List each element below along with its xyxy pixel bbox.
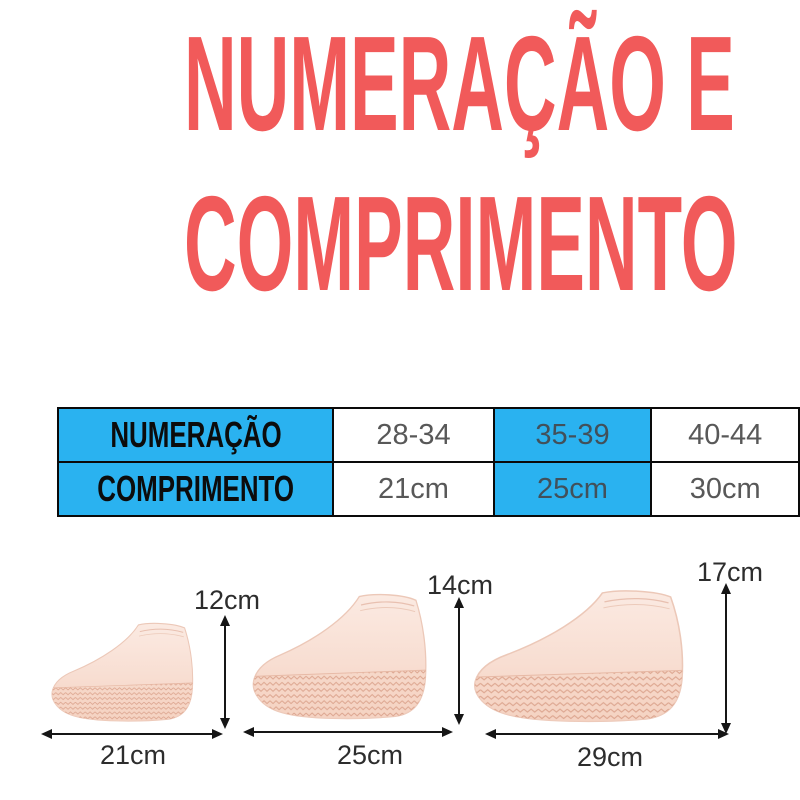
title-line-2: COMPRIMENTO bbox=[183, 168, 738, 319]
height-label-small: 12cm bbox=[193, 585, 261, 615]
length-label-medium: 25cm bbox=[336, 740, 404, 770]
shoe-cover-image-medium bbox=[246, 589, 452, 721]
length-arrow-large bbox=[485, 729, 729, 739]
length-cell: 30cm bbox=[650, 461, 800, 517]
row-header-label: NUMERAÇÃO bbox=[109, 414, 282, 455]
length-cell-highlighted: 25cm bbox=[492, 461, 653, 517]
length-arrow-small bbox=[41, 729, 223, 739]
row-header-numeracao: NUMERAÇÃO bbox=[56, 407, 335, 463]
height-label-medium: 14cm bbox=[426, 570, 494, 600]
size-range-cell-highlighted: 35-39 bbox=[492, 407, 653, 463]
length-label-small: 21cm bbox=[99, 740, 167, 770]
length-label-large: 29cm bbox=[576, 742, 644, 772]
height-arrow-medium bbox=[454, 597, 464, 725]
shoe-cover-image-small bbox=[46, 619, 214, 723]
row-header-label: COMPRIMENTO bbox=[97, 468, 295, 509]
size-range-cell: 28-34 bbox=[332, 407, 495, 463]
shoe-cover-image-large bbox=[466, 585, 714, 724]
table-row-comprimento: COMPRIMENTO 21cm 25cm 30cm bbox=[56, 461, 800, 517]
table-row-numeracao: NUMERAÇÃO 28-34 35-39 40-44 bbox=[56, 407, 800, 463]
height-label-large: 17cm bbox=[696, 557, 764, 587]
length-arrow-medium bbox=[243, 727, 453, 737]
height-arrow-large bbox=[721, 583, 731, 734]
size-chart-table: NUMERAÇÃO 28-34 35-39 40-44 COMPRIMENTO … bbox=[56, 407, 800, 517]
row-header-comprimento: COMPRIMENTO bbox=[56, 461, 335, 517]
length-cell: 21cm bbox=[332, 461, 495, 517]
size-range-cell: 40-44 bbox=[650, 407, 800, 463]
page-title: NUMERAÇÃO E COMPRIMENTO bbox=[0, 4, 800, 324]
height-arrow-small bbox=[220, 615, 230, 729]
title-line-1: NUMERAÇÃO E bbox=[183, 8, 735, 159]
